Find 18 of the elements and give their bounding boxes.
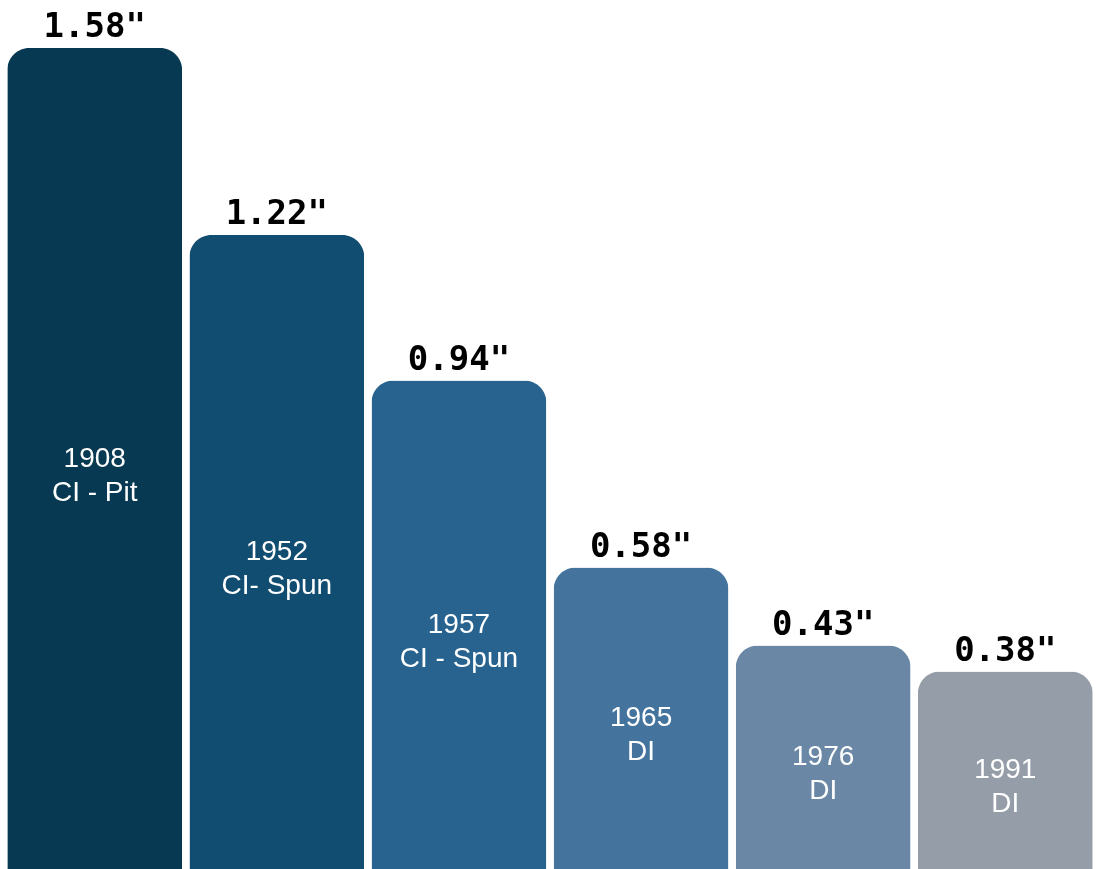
x-tick-label: 1952 CI- Spun bbox=[221, 535, 333, 601]
bar bbox=[7, 48, 183, 869]
x-tick-label: 1976 DI bbox=[792, 740, 855, 806]
bar bbox=[553, 567, 729, 869]
x-tick-label: 1965 DI bbox=[609, 701, 673, 767]
bar bbox=[189, 235, 365, 869]
data-label: 1.22" bbox=[225, 192, 328, 233]
x-tick-label: 1991 DI bbox=[974, 753, 1037, 819]
data-label: 0.58" bbox=[589, 524, 693, 565]
bar bbox=[917, 671, 1093, 869]
data-label: 1.58" bbox=[43, 5, 146, 45]
x-tick-label: 1908 CI - Pit bbox=[51, 441, 138, 507]
data-label: 0.38" bbox=[954, 628, 1057, 669]
data-label: 0.94" bbox=[407, 337, 511, 378]
bar bbox=[371, 380, 547, 869]
bar bbox=[735, 645, 911, 869]
data-label: 0.43" bbox=[772, 602, 875, 643]
x-tick-label: 1957 CI - Spun bbox=[399, 607, 519, 673]
